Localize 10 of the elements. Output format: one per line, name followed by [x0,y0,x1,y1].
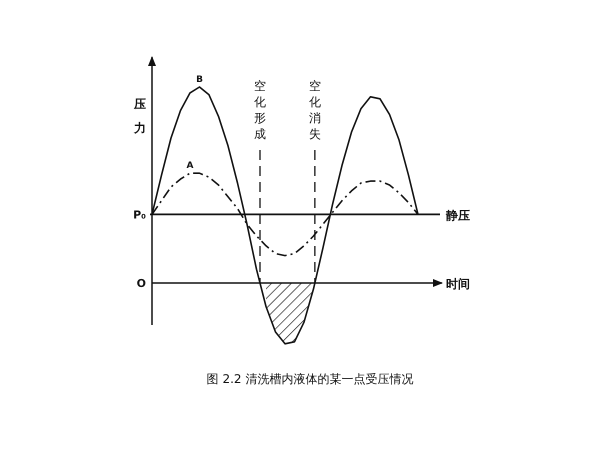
caption: 图 2.2 清洗槽内液体的某一点受压情况 [206,372,414,386]
text: P₀ [133,208,146,222]
series-label: A [186,161,194,172]
annotation: 空化形成 [254,79,266,141]
ref-line-label: 静压 [445,208,470,222]
text: O [136,277,146,290]
y-axis-title: 压力 [133,97,146,135]
annotation: 空化消失 [308,79,321,141]
series-label: B [196,75,204,85]
x-axis-title: 时间 [446,277,470,291]
